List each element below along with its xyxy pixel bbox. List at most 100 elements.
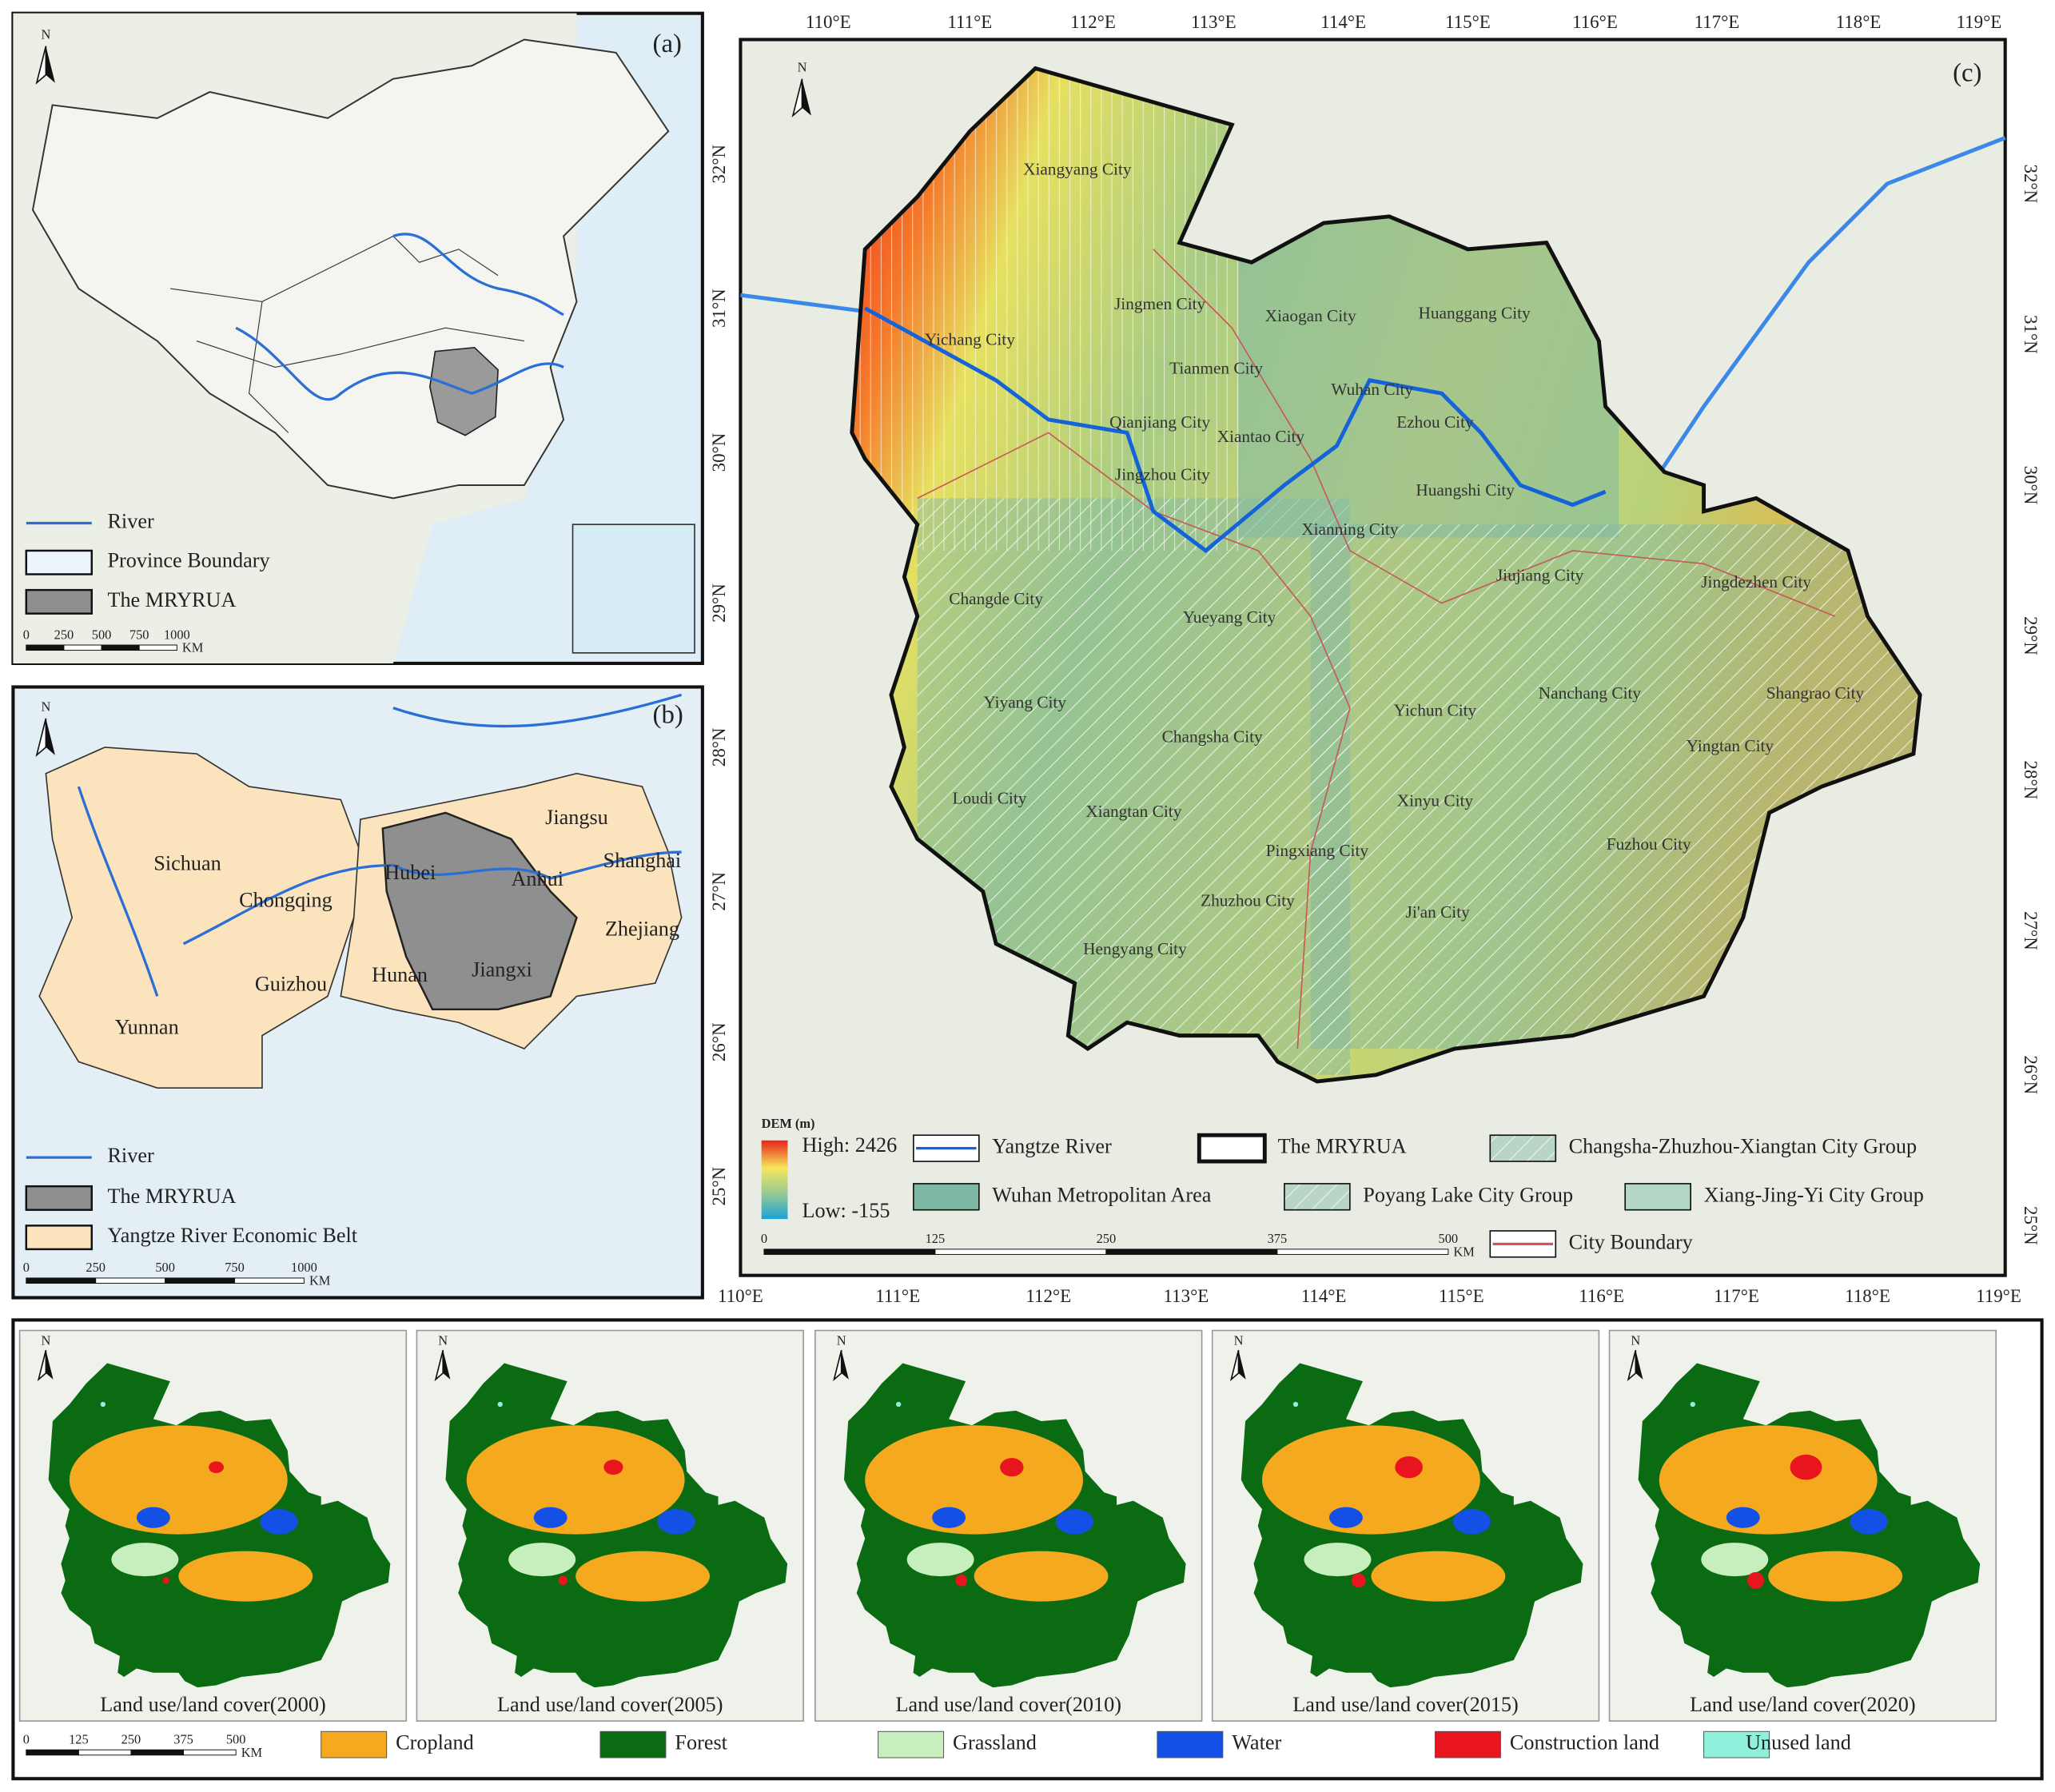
city-label: Yichun City — [1394, 701, 1477, 720]
lon-tick-label: 112°E — [1026, 1286, 1071, 1306]
yangtze-river — [863, 306, 1607, 554]
land-use-patch — [906, 1543, 974, 1577]
lat-tick-label: 28°N — [709, 727, 729, 767]
legend-swatch — [913, 1183, 980, 1211]
dem-title: DEM (m) — [762, 1116, 815, 1131]
lon-tick-label: 117°E — [1695, 12, 1740, 32]
city-label: Ezhou City — [1396, 412, 1474, 432]
land-use-patch — [178, 1551, 313, 1602]
land-use-patch — [1371, 1551, 1506, 1602]
land-use-patch — [1452, 1509, 1491, 1535]
city-label: Xiangyang City — [1023, 159, 1132, 178]
legend-label: Yangtze River — [992, 1135, 1112, 1158]
north-arrow — [1627, 1349, 1637, 1382]
lat-tick-label: 32°N — [709, 144, 729, 183]
legend-label: The MRYRUA — [1278, 1135, 1407, 1158]
lon-tick-label: 113°E — [1191, 12, 1237, 32]
scale-segment — [1276, 1248, 1449, 1255]
panel-label: (b) — [653, 701, 683, 730]
north-arrow — [434, 1349, 444, 1382]
city-label: Jingdezhen City — [1701, 572, 1811, 591]
lat-tick-label: 29°N — [2021, 616, 2041, 655]
legend-swatch — [25, 549, 94, 575]
city-boundary — [1153, 249, 1835, 617]
north-arrow — [1238, 1350, 1246, 1380]
lon-tick-label: 115°E — [1439, 1286, 1484, 1306]
province-label: Chongqing — [239, 888, 333, 911]
city-label: Jiujiang City — [1496, 566, 1584, 585]
scale-tick-label: 250 — [1097, 1231, 1117, 1246]
province-boundary — [248, 301, 289, 433]
land-use-patch — [865, 1425, 1084, 1535]
north-label: N — [41, 699, 50, 714]
province-label: Hunan — [372, 963, 428, 986]
land-use-patch — [1351, 1573, 1366, 1588]
land-use-patches — [466, 1401, 711, 1602]
land-use-patches — [1262, 1401, 1506, 1602]
sub-map-title: Land use/land cover(2015) — [1292, 1693, 1518, 1716]
city-label: Xinyu City — [1397, 791, 1474, 810]
land-use-patch — [1262, 1425, 1480, 1535]
land-use-patch — [1747, 1571, 1764, 1589]
land-use-map — [1241, 1363, 1583, 1688]
land-use-map — [843, 1363, 1186, 1688]
lon-tick-label: 112°E — [1070, 12, 1116, 32]
north-arrow — [802, 78, 811, 116]
scale-tick-label: 250 — [54, 627, 74, 642]
lon-tick-label: 118°E — [1845, 1286, 1890, 1306]
land-use-patch — [558, 1575, 568, 1586]
land-use-patch — [657, 1509, 695, 1535]
dem-colorbar — [761, 1140, 788, 1220]
land-use-patch — [260, 1509, 298, 1535]
city-label: Wuhan City — [1331, 380, 1413, 399]
lon-tick-label: 116°E — [1579, 1286, 1624, 1306]
city-label: Jingzhou City — [1115, 464, 1210, 484]
scale-tick-label: 500 — [1439, 1231, 1459, 1246]
city-label: Hengyang City — [1083, 939, 1187, 958]
lat-tick-label: 32°N — [2021, 164, 2041, 203]
scale-tick-label: 250 — [121, 1732, 141, 1747]
land-use-patch — [466, 1425, 685, 1535]
land-use-patch — [1768, 1551, 1903, 1602]
legend-label: The MRYRUA — [107, 588, 236, 611]
city-label: Xiangtan City — [1085, 802, 1181, 821]
land-use-patches — [1659, 1401, 1903, 1602]
scale-tick-label: 0 — [761, 1231, 767, 1246]
land-use-patch — [111, 1543, 179, 1577]
legend-label: Water — [1232, 1731, 1281, 1754]
lon-tick-label: 117°E — [1714, 1286, 1759, 1306]
legend-label: River — [107, 1144, 154, 1167]
city-label: Xianning City — [1301, 520, 1399, 539]
north-arrow — [35, 718, 47, 758]
scale-tick-label: 125 — [926, 1231, 946, 1246]
legend-label: Poyang Lake City Group — [1363, 1183, 1573, 1206]
land-use-patch — [508, 1543, 576, 1577]
panel-label: (a) — [653, 30, 682, 58]
legend-swatch — [321, 1730, 388, 1758]
city-label: Tianmen City — [1169, 359, 1263, 378]
scale-segment — [78, 1749, 132, 1756]
scale-tick-label: 125 — [69, 1732, 89, 1747]
scale-segment — [26, 1277, 97, 1284]
land-use-patch — [1328, 1507, 1363, 1528]
sub-map-title: Land use/land cover(2020) — [1690, 1693, 1915, 1716]
scale-unit: KM — [1453, 1244, 1475, 1260]
land-use-map — [1638, 1363, 1981, 1688]
legend-swatch — [25, 588, 94, 615]
lon-tick-label: 111°E — [947, 12, 992, 32]
scale-tick-label: 250 — [86, 1260, 106, 1275]
lat-tick-label: 26°N — [709, 1022, 729, 1061]
city-label: Xiaogan City — [1265, 306, 1357, 325]
lat-tick-label: 30°N — [709, 432, 729, 472]
land-use-patches — [69, 1401, 313, 1602]
north-arrow — [35, 46, 47, 85]
city-label: Nanchang City — [1539, 683, 1642, 703]
legend-swatch — [25, 1185, 94, 1211]
land-use-patch — [1000, 1458, 1024, 1477]
north-label: N — [438, 1332, 448, 1348]
land-use-patch — [1055, 1509, 1094, 1535]
land-use-patch — [932, 1507, 966, 1528]
lat-tick-label: 27°N — [709, 871, 729, 910]
north-arrow — [833, 1349, 842, 1382]
sub-map-title: Land use/land cover(2005) — [497, 1693, 723, 1716]
